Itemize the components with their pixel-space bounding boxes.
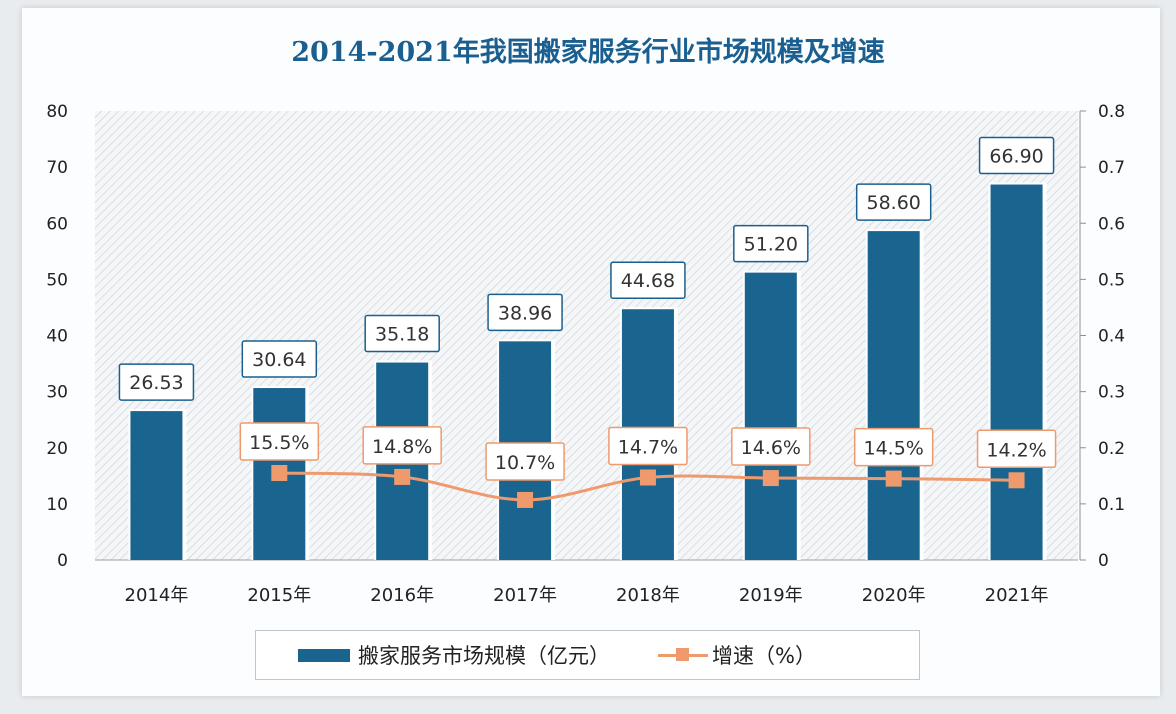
bar-2020年 — [867, 231, 920, 561]
bar-value-label-box — [610, 261, 686, 299]
right-tick-label: 0 — [1098, 551, 1109, 571]
legend-line-label: 增速（%） — [712, 644, 816, 668]
left-tick-label: 60 — [46, 214, 68, 234]
left-tick-label: 0 — [57, 551, 68, 571]
legend-bar-swatch — [298, 648, 350, 662]
legend-line-swatch — [658, 648, 708, 662]
left-tick-label: 30 — [46, 383, 68, 403]
bar-value-label-box — [855, 183, 932, 221]
bar-2014年 — [130, 411, 183, 560]
growth-rate-label: 14.2% — [986, 439, 1046, 461]
bar-value-label-box — [487, 293, 563, 332]
growth-rate-label-box — [239, 422, 320, 461]
bar-value-label: 30.64 — [252, 349, 306, 371]
bar-value-label-box — [978, 136, 1055, 175]
right-tick-label: 0.4 — [1098, 327, 1125, 347]
x-tick-label: 2017年 — [493, 585, 557, 606]
growth-rate-label: 10.7% — [495, 452, 555, 474]
legend: 搬家服务市场规模（亿元） 增速（%） — [255, 630, 920, 680]
growth-rate-label-box — [485, 442, 565, 481]
left-tick-label: 40 — [46, 327, 68, 347]
growth-rate-label: 14.8% — [372, 436, 432, 458]
growth-rate-label-box — [976, 429, 1057, 469]
bar-2019年 — [744, 272, 797, 560]
left-tick-label: 80 — [46, 102, 68, 122]
right-tick-label: 0.8 — [1098, 102, 1125, 122]
x-tick-label: 2021年 — [985, 585, 1049, 606]
growth-rate-label-box — [853, 427, 934, 467]
bar-value-label-box — [241, 340, 318, 378]
growth-rate-label: 14.7% — [618, 436, 678, 458]
growth-rate-label: 14.5% — [864, 438, 924, 460]
left-tick-label: 50 — [46, 270, 68, 290]
bar-value-label: 44.68 — [621, 270, 675, 292]
growth-rate-label-box — [731, 427, 811, 466]
x-tick-label: 2015年 — [247, 585, 311, 606]
chart-title: 2014-2021年我国搬家服务行业市场规模及增速 — [291, 37, 885, 68]
right-tick-label: 0.1 — [1098, 495, 1125, 515]
left-tick-label: 10 — [46, 495, 68, 515]
plot-area — [95, 111, 1078, 560]
growth-rate-marker — [885, 470, 902, 487]
growth-rate-label-box — [608, 426, 688, 466]
right-tick-label: 0.7 — [1098, 158, 1125, 178]
growth-rate-marker — [1008, 472, 1025, 489]
bar-value-label-box — [118, 363, 195, 401]
bar-value-label-box — [733, 224, 809, 263]
growth-rate-marker — [517, 491, 534, 508]
bar-2021年 — [990, 184, 1043, 560]
left-tick-label: 70 — [46, 158, 68, 178]
bar-value-label: 38.96 — [498, 302, 552, 324]
growth-rate-marker — [639, 469, 656, 486]
x-tick-label: 2016年 — [370, 585, 434, 606]
bar-value-label: 35.18 — [375, 324, 429, 346]
growth-rate-marker — [271, 465, 288, 482]
growth-rate-label: 15.5% — [249, 432, 309, 454]
bar-value-label: 66.90 — [989, 146, 1043, 168]
growth-rate-marker — [762, 470, 779, 487]
bar-value-label-box — [364, 314, 440, 353]
bar-value-label: 26.53 — [129, 372, 183, 394]
bar-value-label: 58.60 — [866, 192, 920, 214]
x-tick-label: 2018年 — [616, 585, 680, 606]
growth-rate-label-box — [362, 426, 442, 465]
x-tick-label: 2014年 — [125, 585, 189, 606]
right-tick-label: 0.6 — [1098, 214, 1125, 234]
legend-bar-label: 搬家服务市场规模（亿元） — [358, 644, 610, 668]
x-tick-label: 2020年 — [862, 585, 926, 606]
right-tick-label: 0.3 — [1098, 383, 1125, 403]
bar-value-label: 51.20 — [744, 234, 798, 256]
growth-rate-label: 14.6% — [741, 437, 801, 459]
right-tick-label: 0.2 — [1098, 439, 1125, 459]
growth-rate-marker — [394, 468, 411, 485]
left-tick-label: 20 — [46, 439, 68, 459]
x-tick-label: 2019年 — [739, 585, 803, 606]
right-tick-label: 0.5 — [1098, 270, 1125, 290]
